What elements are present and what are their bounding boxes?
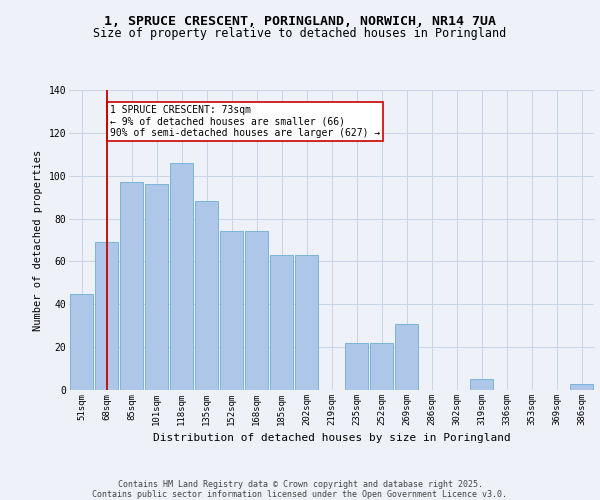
Text: 1 SPRUCE CRESCENT: 73sqm
← 9% of detached houses are smaller (66)
90% of semi-de: 1 SPRUCE CRESCENT: 73sqm ← 9% of detache… [110, 105, 380, 138]
Text: Contains public sector information licensed under the Open Government Licence v3: Contains public sector information licen… [92, 490, 508, 499]
Bar [194, 202, 218, 390]
Bar [95, 242, 118, 390]
Bar [344, 343, 368, 390]
Bar [119, 182, 143, 390]
Text: Size of property relative to detached houses in Poringland: Size of property relative to detached ho… [94, 28, 506, 40]
Bar [569, 384, 593, 390]
Bar [395, 324, 418, 390]
Text: Contains HM Land Registry data © Crown copyright and database right 2025.: Contains HM Land Registry data © Crown c… [118, 480, 482, 489]
Bar [470, 380, 493, 390]
Text: 1, SPRUCE CRESCENT, PORINGLAND, NORWICH, NR14 7UA: 1, SPRUCE CRESCENT, PORINGLAND, NORWICH,… [104, 15, 496, 28]
Bar [70, 294, 94, 390]
Bar [295, 255, 319, 390]
X-axis label: Distribution of detached houses by size in Poringland: Distribution of detached houses by size … [152, 434, 511, 444]
Bar [220, 232, 244, 390]
Bar [170, 163, 193, 390]
Bar [269, 255, 293, 390]
Y-axis label: Number of detached properties: Number of detached properties [33, 150, 43, 330]
Bar [145, 184, 169, 390]
Bar [245, 232, 268, 390]
Bar [370, 343, 394, 390]
